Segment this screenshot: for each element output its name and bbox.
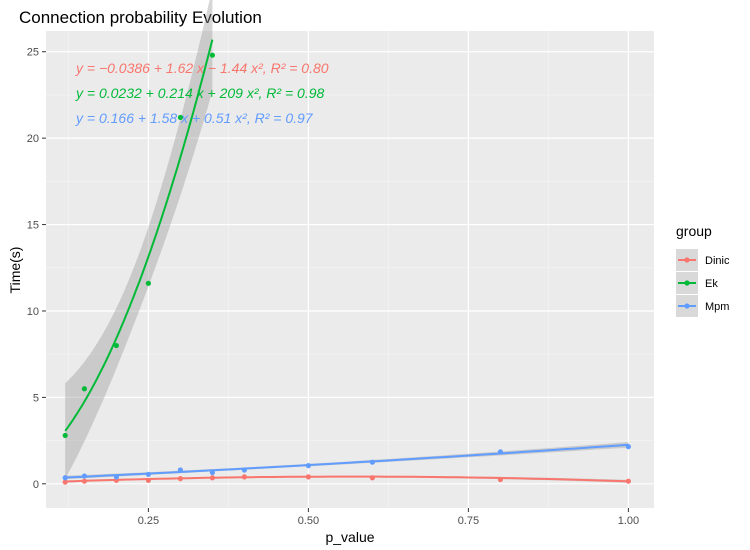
legend: group Dinic Ek Mpm [676,223,730,317]
data-points [62,52,632,485]
legend-point-mpm [684,303,690,309]
fit-line-ek [64,39,214,432]
data-point-mpm [625,444,632,450]
data-point-dinic [62,479,68,485]
x-axis-ticks: 0.25 0.50 0.75 1.00 [138,508,639,527]
data-point-mpm [305,463,311,469]
y-tick-label: 25 [27,47,39,59]
y-tick-label: 10 [27,306,39,318]
chart-title: Connection probability Evolution [19,8,262,27]
x-tick-label: 0.50 [298,515,319,527]
legend-label-mpm: Mpm [705,301,729,313]
legend-label-dinic: Dinic [705,255,730,267]
confidence-band-ek [65,0,213,479]
legend-label-ek: Ek [705,278,718,290]
data-point-dinic [241,474,247,480]
data-point-mpm [145,471,151,477]
data-point-ek [209,52,215,58]
data-point-dinic [145,477,151,483]
y-axis-ticks: 0 5 10 15 20 25 [27,47,46,491]
plot-panel [46,31,654,508]
data-point-ek [145,280,151,286]
y-axis-label: Time(s) [7,247,23,294]
data-point-ek [62,432,68,439]
data-point-mpm [113,474,119,480]
legend-point-ek [684,280,690,286]
data-point-mpm [369,459,375,465]
y-tick-label: 15 [27,220,39,232]
data-point-mpm [177,467,183,473]
data-point-dinic [625,478,632,484]
x-tick-label: 0.75 [458,515,479,527]
y-tick-label: 5 [33,392,39,404]
fit-line-mpm [65,443,629,479]
equation-ek: y = 0.0232 + 0.214 x + 209 x², R² = 0.98 [75,85,324,101]
legend-point-dinic [684,257,690,263]
x-tick-label: 1.00 [618,515,639,527]
data-point-dinic [209,475,215,481]
grid-lines [46,31,654,508]
x-axis-label: p_value [325,529,374,545]
fit-lines [64,39,629,483]
equation-dinic: y = −0.0386 + 1.62 x − 1.44 x², R² = 0.8… [75,60,329,76]
legend-title: group [676,223,712,239]
y-tick-label: 0 [33,479,39,491]
data-point-mpm [209,469,215,476]
fit-equations: y = −0.0386 + 1.62 x − 1.44 x², R² = 0.8… [75,60,329,126]
x-tick-label: 0.25 [138,515,159,527]
data-point-ek [81,386,87,392]
data-point-dinic [305,474,311,480]
y-tick-label: 20 [27,133,39,145]
fit-line-dinic [65,475,629,483]
data-point-mpm [497,449,503,455]
data-point-mpm [81,473,87,479]
data-point-mpm [62,475,68,481]
data-point-dinic [497,476,503,483]
data-point-ek [177,114,183,121]
data-point-dinic [369,475,375,481]
data-point-dinic [81,478,87,484]
data-point-ek [113,342,119,349]
data-point-mpm [241,467,247,473]
data-point-dinic [177,476,183,482]
equation-mpm: y = 0.166 + 1.58 x + 0.51 x², R² = 0.97 [75,110,314,126]
